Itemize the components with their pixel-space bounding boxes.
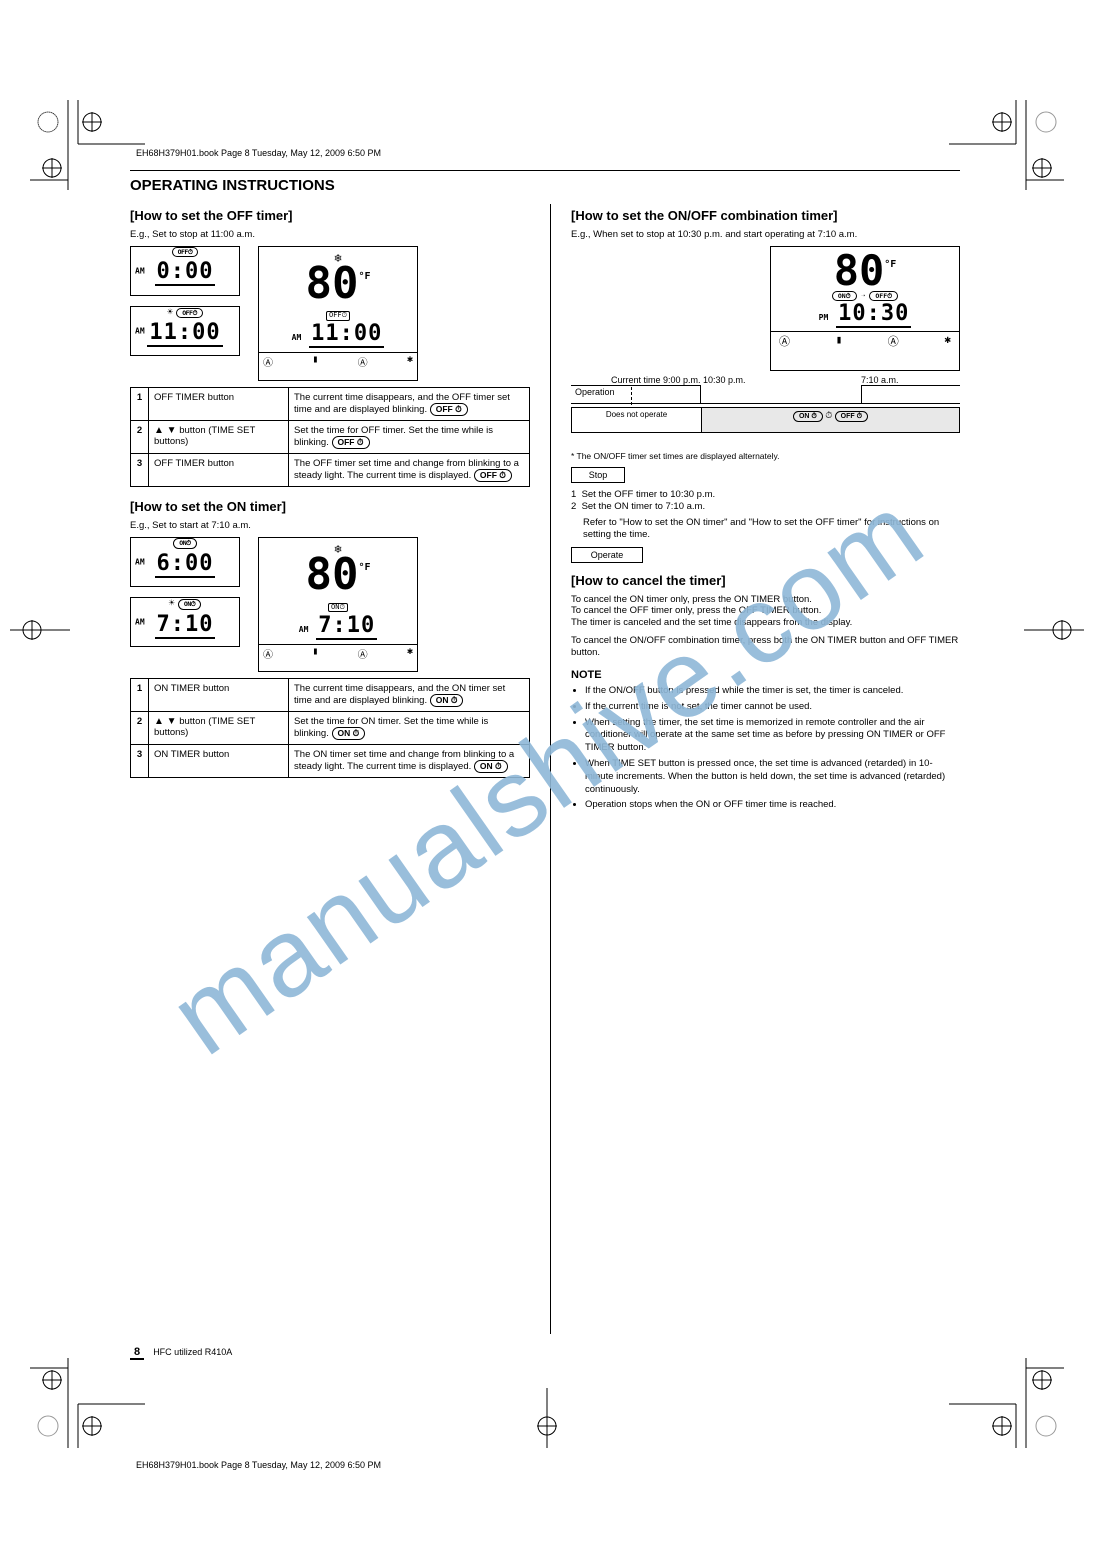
combo-step-2: 2 Set the ON timer to 7:10 a.m. bbox=[571, 501, 960, 513]
off-timer-example: E.g., Set to stop at 11:00 a.m. bbox=[130, 229, 530, 240]
lcd-off-after: ☀ OFF⏱ AM 11:00 bbox=[130, 306, 240, 356]
combo-step-1: 1 Set the OFF timer to 10:30 p.m. bbox=[571, 489, 960, 501]
auto-icon: Ⓐ bbox=[358, 646, 368, 661]
left-column: [How to set the OFF timer] E.g., Set to … bbox=[130, 204, 530, 1334]
timeline-caption: * The ON/OFF timer set times are display… bbox=[571, 451, 960, 461]
page-number: 8 bbox=[130, 1346, 144, 1360]
off-timer-title: [How to set the OFF timer] bbox=[130, 208, 530, 223]
crop-mark-icon bbox=[30, 100, 145, 190]
right-column: [How to set the ON/OFF combination timer… bbox=[571, 204, 960, 1334]
lcd-on-main: ❄ 80°F ON⏱ AM 7:10 Ⓐ ▮ Ⓐ ✱ bbox=[258, 537, 418, 672]
crop-mark-icon bbox=[527, 1388, 567, 1448]
fan-icon: ✱ bbox=[944, 333, 951, 349]
lcd-on-after: ☀ ON⏱ AM 7:10 bbox=[130, 597, 240, 647]
on-timer-example: E.g., Set to start at 7:10 a.m. bbox=[130, 520, 530, 531]
combo-steps-note: Refer to "How to set the ON timer" and "… bbox=[583, 517, 960, 541]
cancel-line: To cancel the OFF timer only, press the … bbox=[571, 605, 960, 617]
on-badge: ON ⏱ bbox=[474, 760, 508, 773]
off-badge: OFF ⏱ bbox=[332, 436, 370, 449]
crop-mark-icon bbox=[1024, 610, 1084, 650]
vane-icon: ▮ bbox=[312, 646, 318, 661]
on-steps-table: 1ON TIMER buttonThe current time disappe… bbox=[130, 678, 530, 778]
stop-box: Stop bbox=[571, 467, 625, 483]
notes-title: NOTE bbox=[571, 669, 960, 681]
job-line-bottom: EH68H379H01.book Page 8 Tuesday, May 12,… bbox=[136, 1460, 381, 1470]
auto-icon: Ⓐ bbox=[888, 333, 899, 349]
lcd-on-before: ON⏱ AM 6:00 bbox=[130, 537, 240, 587]
sun-icon: ☀ bbox=[167, 307, 173, 318]
operate-box: Operate bbox=[571, 547, 643, 563]
footer-text: HFC utilized R410A bbox=[153, 1347, 232, 1357]
crop-mark-icon bbox=[10, 610, 70, 650]
on-timer-title: [How to set the ON timer] bbox=[130, 499, 530, 514]
page-footer: 8 HFC utilized R410A bbox=[130, 1346, 232, 1360]
job-line-top: EH68H379H01.book Page 8 Tuesday, May 12,… bbox=[136, 148, 381, 158]
auto-icon: Ⓐ bbox=[263, 354, 273, 369]
auto-icon: Ⓐ bbox=[358, 354, 368, 369]
fan-icon: ✱ bbox=[407, 646, 413, 661]
auto-icon: Ⓐ bbox=[263, 646, 273, 661]
off-badge: OFF ⏱ bbox=[474, 469, 512, 482]
crop-mark-icon bbox=[30, 1358, 145, 1448]
lcd-off-before: OFF⏱ AM 0:00 bbox=[130, 246, 240, 296]
on-badge: ON ⏱ bbox=[430, 694, 464, 707]
off-badge: OFF ⏱ bbox=[430, 403, 468, 416]
lcd-combo: 80°F ON⏱ ➝ OFF⏱ PM 10:30 Ⓐ ▮ Ⓐ ✱ bbox=[770, 246, 960, 371]
cancel-line: To cancel the ON timer only, press the O… bbox=[571, 594, 960, 606]
page-title: OPERATING INSTRUCTIONS bbox=[130, 177, 960, 194]
vane-icon: ▮ bbox=[836, 333, 843, 349]
vane-icon: ▮ bbox=[312, 354, 318, 369]
cancel-line: The timer is canceled and the set time d… bbox=[571, 617, 960, 629]
auto-icon: Ⓐ bbox=[779, 333, 790, 349]
combo-timer-example: E.g., When set to stop at 10:30 p.m. and… bbox=[571, 229, 960, 240]
cancel-note: To cancel the ON/OFF combination timer, … bbox=[571, 635, 960, 659]
lcd-off-main: ❄ 80°F OFF⏱ AM 11:00 Ⓐ ▮ Ⓐ ✱ bbox=[258, 246, 418, 381]
column-divider bbox=[550, 204, 551, 1334]
on-badge: ON ⏱ bbox=[332, 727, 366, 740]
sun-icon: ☀ bbox=[169, 598, 175, 609]
timeline-diagram: Current time 9:00 p.m. ▾ 10:30 p.m. 7:10… bbox=[571, 379, 960, 449]
crop-mark-icon bbox=[949, 100, 1064, 190]
fan-icon: ✱ bbox=[407, 354, 413, 369]
page-content: OPERATING INSTRUCTIONS [How to set the O… bbox=[130, 170, 960, 1360]
cancel-title: [How to cancel the timer] bbox=[571, 573, 960, 588]
crop-mark-icon bbox=[949, 1358, 1064, 1448]
off-steps-table: 1OFF TIMER buttonThe current time disapp… bbox=[130, 387, 530, 487]
notes-list: If the ON/OFF button is pressed while th… bbox=[571, 685, 960, 812]
combo-timer-title: [How to set the ON/OFF combination timer… bbox=[571, 208, 960, 223]
